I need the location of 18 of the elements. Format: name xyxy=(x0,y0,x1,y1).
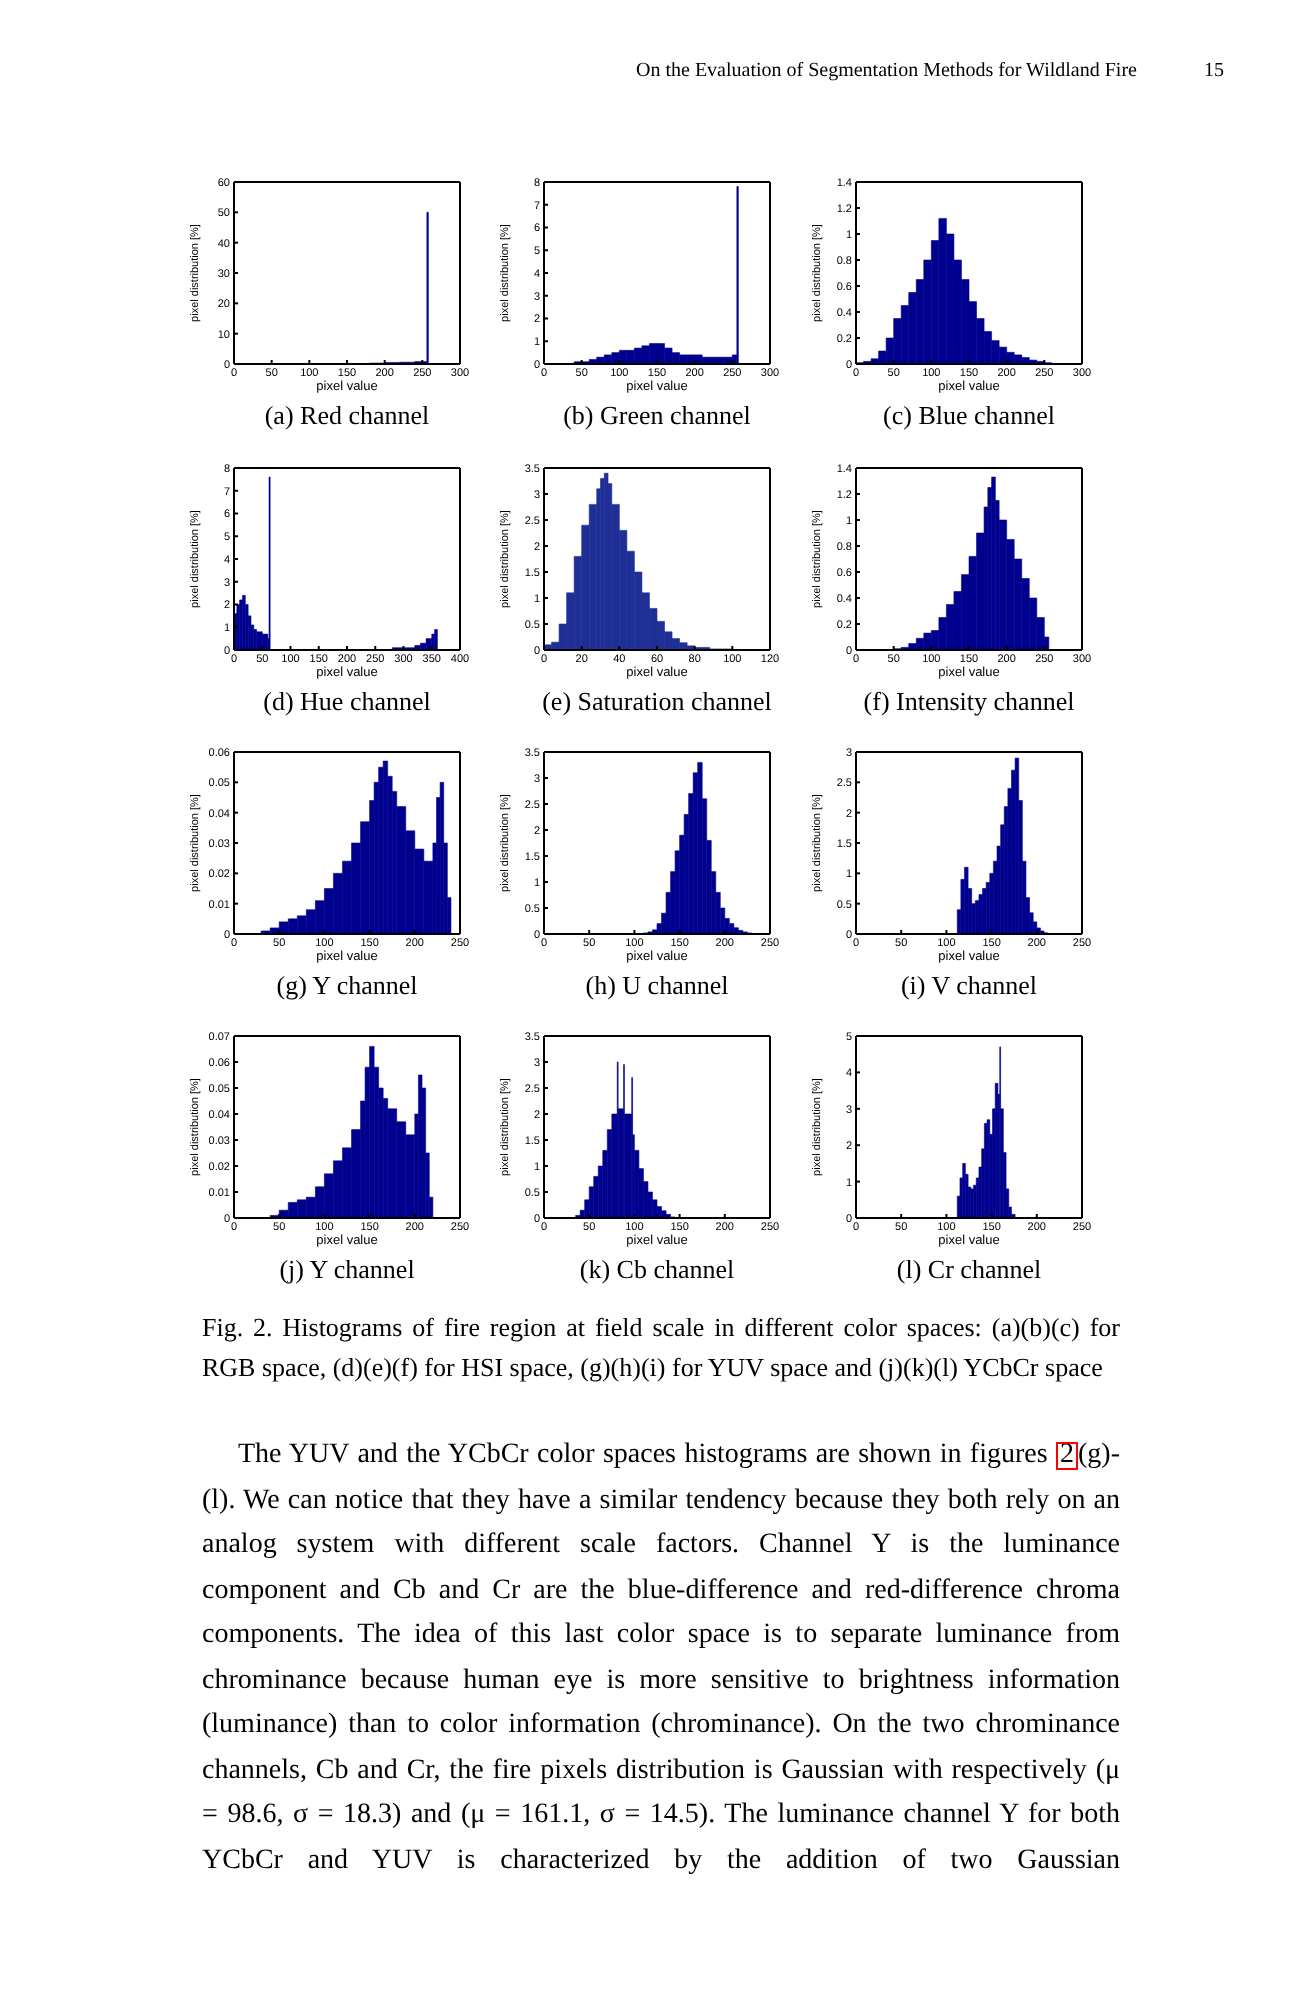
text: (b) Green channel xyxy=(563,400,751,432)
text: (g) Y channel xyxy=(276,970,418,1002)
text: (e) Saturation channel xyxy=(542,686,772,718)
text: (k) Cb channel xyxy=(579,1254,735,1286)
text: The YUV and the YCbCr color spaces histograms are shown in figures xyxy=(238,1440,1050,1470)
text: (j) Y channel xyxy=(279,1254,415,1286)
text: (f) Intensity channel xyxy=(863,686,1075,718)
text: On the Evaluation of Segmentation Methods for Wildland Fire xyxy=(636,60,1137,84)
text: (i) V channel xyxy=(900,970,1038,1002)
text: (d) Hue channel xyxy=(263,686,431,718)
text: (l) Cr channel xyxy=(896,1254,1042,1286)
text: (h) U channel xyxy=(585,970,729,1002)
text: 15 xyxy=(1204,60,1224,84)
text: (c) Blue channel xyxy=(883,400,1055,432)
text: (l). We can notice that they have a similar tendency because they both rely on an analog system with different scale factors. Channel Y is the luminance component and Cb and Cr are the blue-difference and red-difference chroma components. The idea of this last color space is to separate luminance from chrominance because human eye is more sensitive to brightness information (luminance) than to color information (chrominance). On the two chrominance channels, Cb and Cr, the fire pixels distribution is Gaussian with respectively (μ = 98.6, σ = 18.3) and (μ = 161.1, σ = 14.5). The luminance channel Y for both YCbCr and YUV is characterized by the addition of two Gaussian xyxy=(202,1485,1120,1875)
caption: Fig. 2. Histograms of fire region at field scale in different color spaces: (a)(b)(c) for RGB space, (d)(e)(f) for HSI space, (g)(h)(i) for YUV space and (j)(k)(l) YCbCr space xyxy=(202,1310,1120,1386)
text: (a) Red channel xyxy=(264,400,430,432)
text: (g)- xyxy=(1078,1440,1120,1470)
